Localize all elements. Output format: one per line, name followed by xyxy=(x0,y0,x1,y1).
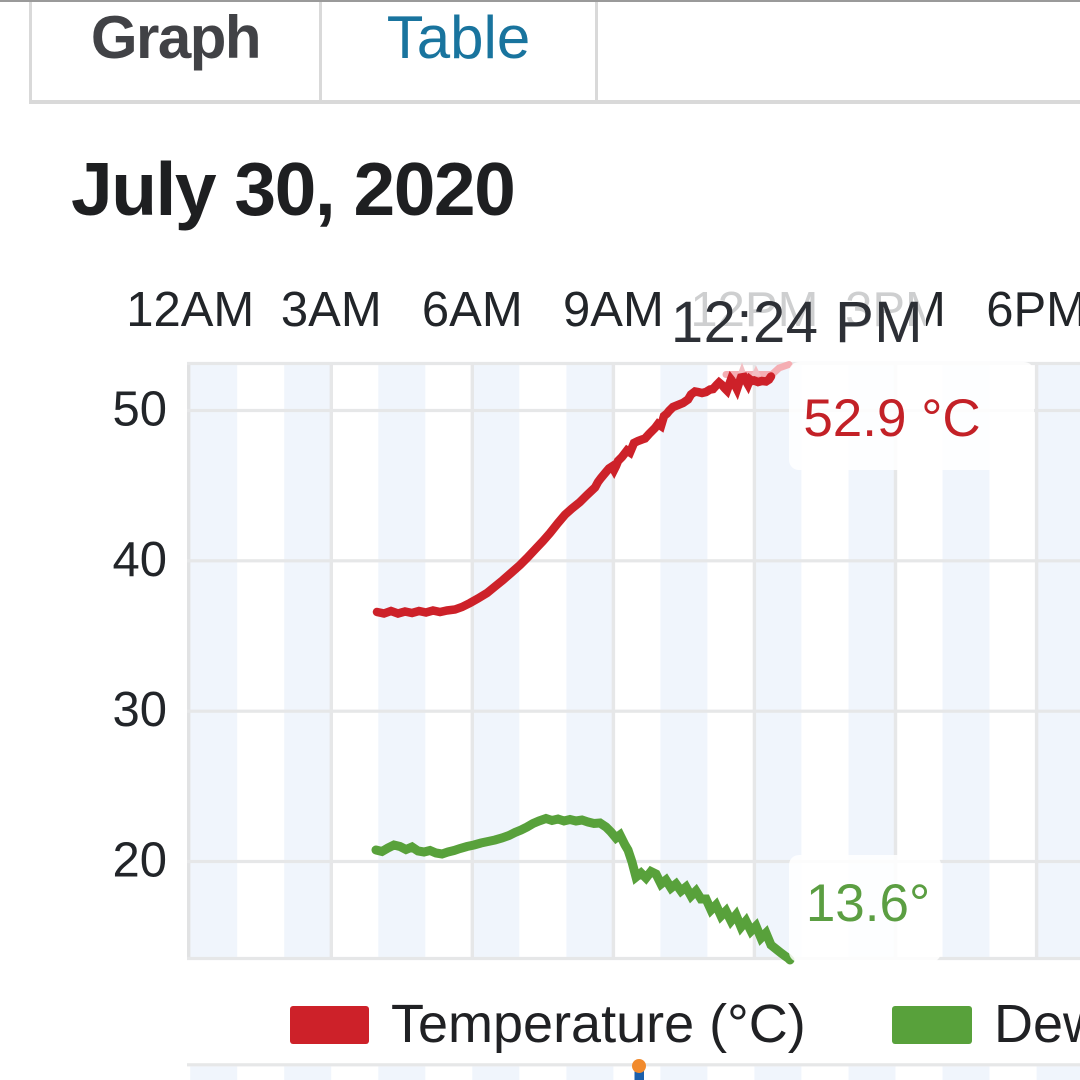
svg-text:12AM: 12AM xyxy=(126,283,254,337)
svg-text:13.6°: 13.6° xyxy=(806,874,930,933)
svg-text:40: 40 xyxy=(112,533,167,587)
svg-text:52.9 °C: 52.9 °C xyxy=(803,389,980,448)
svg-text:6AM: 6AM xyxy=(422,283,523,337)
svg-text:9AM: 9AM xyxy=(563,283,664,337)
svg-text:20: 20 xyxy=(112,834,167,888)
svg-text:50: 50 xyxy=(112,383,167,437)
svg-text:3AM: 3AM xyxy=(281,283,382,337)
svg-text:12:24 PM: 12:24 PM xyxy=(671,290,923,355)
svg-text:30: 30 xyxy=(112,683,167,737)
svg-text:6PM: 6PM xyxy=(986,283,1080,337)
